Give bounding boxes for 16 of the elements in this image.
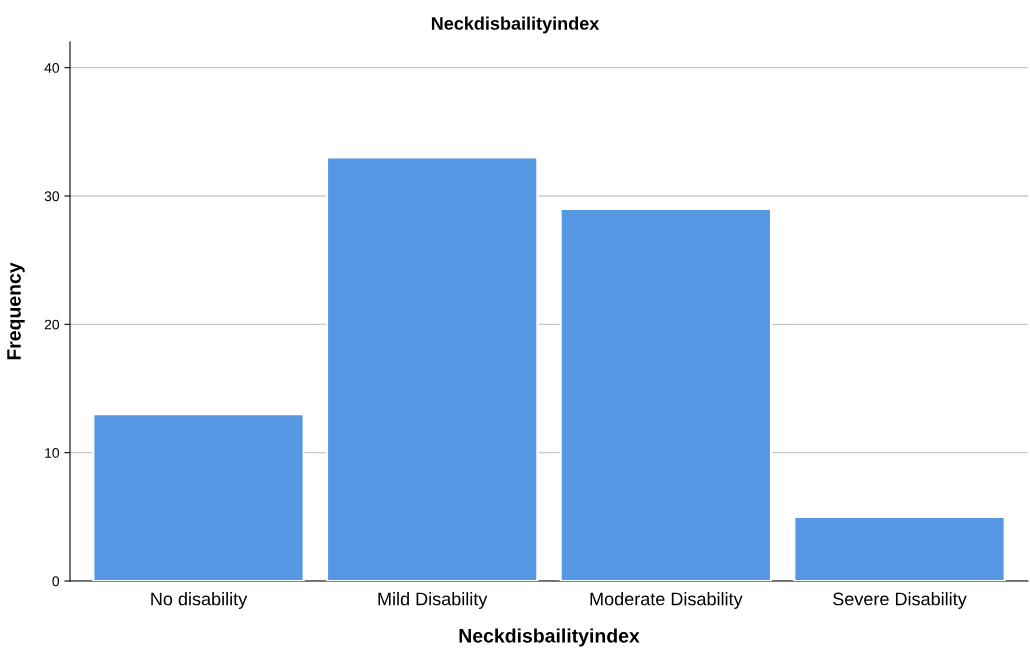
y-tick-label: 30 (44, 191, 60, 202)
bar (559, 207, 773, 581)
x-tick-label: No disability (151, 592, 248, 609)
y-tick-label: 0 (52, 576, 60, 587)
x-tick-label: Severe Disability (833, 592, 967, 609)
bar (325, 156, 539, 581)
y-tick-label: 20 (44, 319, 60, 330)
bar (793, 515, 1006, 581)
y-tick-label: 10 (45, 448, 60, 458)
x-tick-label: Mild Disability (378, 592, 488, 609)
y-axis-title: Frequency (7, 262, 25, 360)
chart-title: Neckdisbailityindex (431, 16, 600, 34)
x-tick-label: Moderate Disability (590, 592, 743, 609)
x-axis-title: Neckdisbailityindex (459, 628, 640, 647)
y-tick-label: 40 (44, 63, 60, 73)
bar (92, 413, 305, 581)
